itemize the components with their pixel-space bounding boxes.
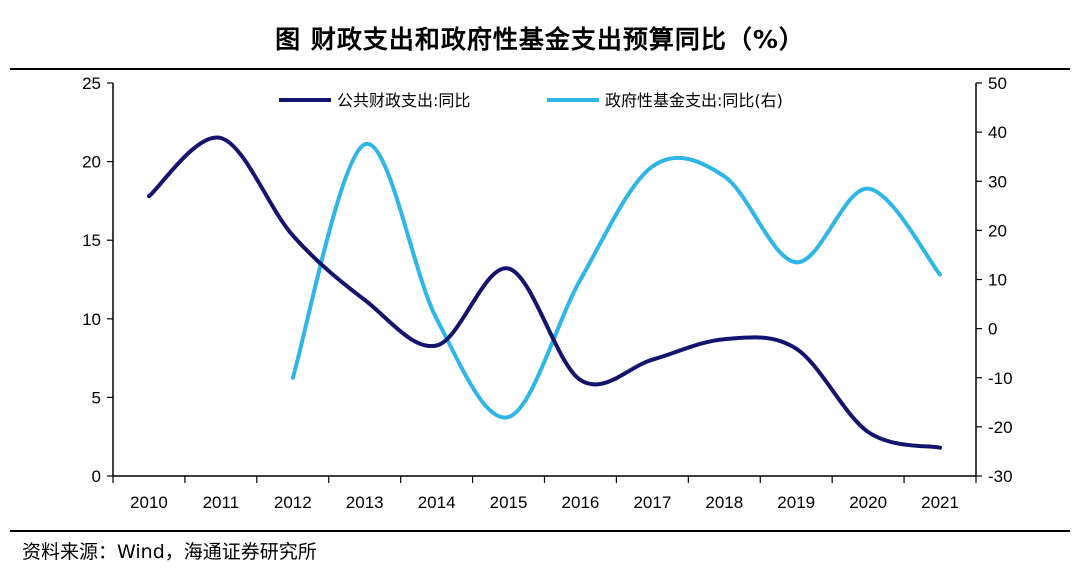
- series-line-fund-expenditure: [290, 142, 942, 420]
- left-tick-label: 15: [82, 231, 101, 250]
- right-tick-label: 50: [988, 74, 1007, 93]
- left-tick-label: 0: [92, 467, 101, 486]
- left-tick-label: 20: [82, 153, 101, 172]
- x-tick-label: 2017: [633, 493, 671, 512]
- x-tick-label: 2016: [562, 493, 600, 512]
- x-tick-label: 2011: [203, 493, 240, 512]
- series-line-fiscal-expenditure: [147, 135, 942, 450]
- x-tick-label: 2014: [418, 493, 456, 512]
- line-chart: 0 5 10 15 20 25 -30 -20 -10 0 10 20 30 40 50 2010 2011 20…: [82, 74, 1013, 512]
- right-tick-label: 20: [988, 221, 1007, 240]
- x-tick-label: 2013: [346, 493, 384, 512]
- right-tick-label: 10: [988, 271, 1007, 290]
- source-rule: [10, 530, 1070, 532]
- x-tick-label: 2010: [130, 493, 168, 512]
- series-layer: [147, 135, 942, 450]
- x-tick-label: 2015: [490, 493, 528, 512]
- legend-label-fiscal: 公共财政支出:同比: [337, 91, 470, 110]
- source-note: 资料来源：Wind，海通证券研究所: [22, 541, 317, 563]
- legend: 公共财政支出:同比 政府性基金支出:同比(右): [279, 91, 783, 110]
- right-tick-label: 30: [988, 172, 1007, 191]
- right-tick-label: -20: [988, 418, 1013, 437]
- chart-title: 图 财政支出和政府性基金支出预算同比（%）: [275, 25, 805, 54]
- x-tick-label: 2018: [705, 493, 743, 512]
- left-tick-label: 5: [92, 388, 101, 407]
- legend-label-fund: 政府性基金支出:同比(右): [605, 91, 783, 110]
- right-tick-label: 40: [988, 123, 1007, 142]
- left-tick-label: 10: [82, 310, 101, 329]
- x-tick-label: 2019: [777, 493, 815, 512]
- axes: 0 5 10 15 20 25 -30 -20 -10 0 10 20 30 40 50 2010 2011 20…: [82, 74, 1013, 512]
- right-tick-label: 0: [988, 320, 997, 339]
- x-tick-label: 2012: [274, 493, 312, 512]
- x-tick-label: 2020: [849, 493, 887, 512]
- right-tick-label: -10: [988, 369, 1013, 388]
- right-tick-label: -30: [988, 467, 1013, 486]
- x-tick-label: 2021: [921, 493, 959, 512]
- title-rule: [10, 68, 1070, 70]
- left-tick-label: 25: [82, 74, 101, 93]
